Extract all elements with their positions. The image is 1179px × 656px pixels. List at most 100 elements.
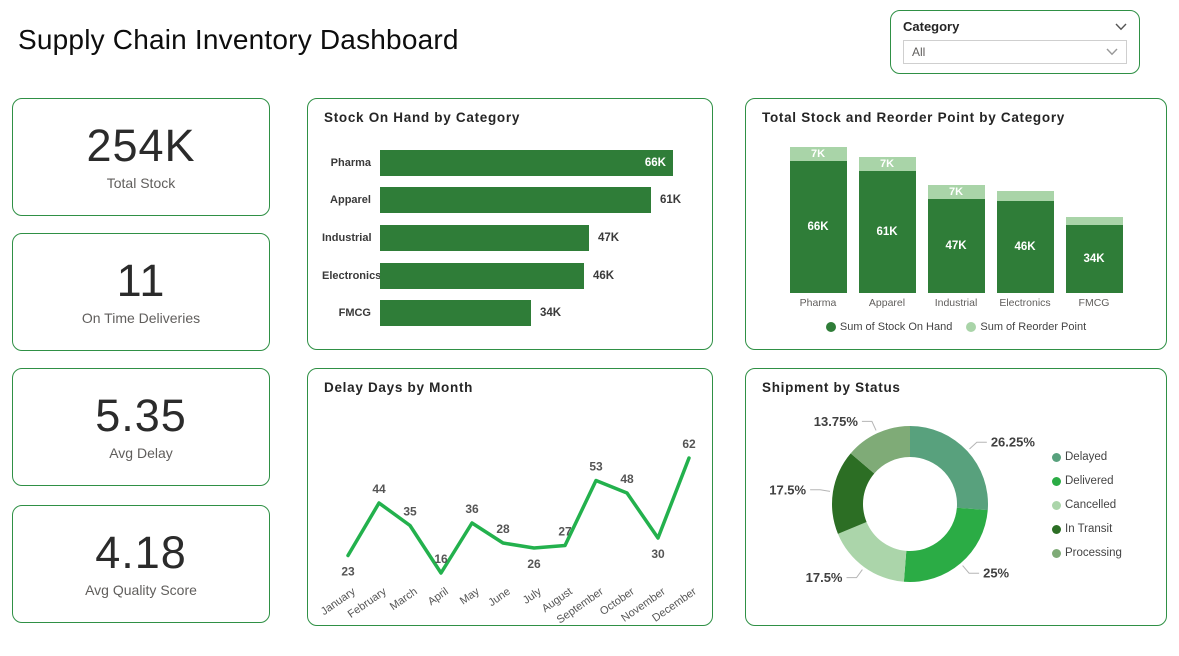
donut-slice-cancelled[interactable]: [837, 521, 907, 582]
column-industrial[interactable]: 7K 47K: [927, 185, 985, 293]
kpi-label: Avg Delay: [109, 445, 173, 461]
legend-dot: [1052, 452, 1061, 462]
legend-item-in-transit[interactable]: In Transit: [1052, 523, 1122, 535]
column-electronics[interactable]: 46K: [996, 191, 1054, 293]
stock-segment: 61K: [858, 171, 916, 293]
bar-track: 46K: [380, 262, 698, 289]
legend-label: In Transit: [1065, 523, 1113, 535]
x-axis-label: FMCG: [1078, 297, 1110, 309]
label-leader-line: [861, 420, 877, 431]
legend-dot: [1052, 524, 1061, 534]
delay-line-series[interactable]: [346, 456, 691, 575]
kpi-total-stock: 254K Total Stock: [12, 98, 270, 216]
reorder-segment: 7K: [789, 147, 847, 161]
bar-track: 34K: [380, 300, 698, 327]
column-fmcg[interactable]: 34K: [1065, 217, 1123, 293]
kpi-label: Total Stock: [106, 175, 176, 191]
legend-dot: [1052, 548, 1061, 558]
category-select[interactable]: All: [903, 40, 1127, 64]
kpi-value: 5.35: [95, 390, 187, 441]
donut-slice-delivered[interactable]: [903, 507, 988, 582]
reorder-segment: [996, 191, 1054, 201]
bar-value-label: 34K: [540, 307, 562, 320]
x-axis-label: Pharma: [799, 297, 837, 309]
kpi-label: Avg Quality Score: [85, 582, 197, 598]
filter-label: Category: [903, 19, 960, 34]
category-label: Electronics: [322, 269, 382, 282]
data-point-label: 28: [496, 522, 510, 536]
hbar-row: Apparel 61K: [322, 182, 698, 220]
bar-track: 61K: [380, 187, 698, 214]
label-leader-line: [846, 569, 863, 579]
stock-reorder-chart-card: Total Stock and Reorder Point by Categor…: [745, 98, 1167, 350]
bar-electronics[interactable]: [380, 262, 584, 289]
delay-days-chart-card: Delay Days by Month 23 44 35 16 36 28 26 27 53 48…: [307, 368, 713, 626]
bar-industrial[interactable]: [380, 224, 589, 251]
legend-label: Processing: [1065, 547, 1122, 559]
chart-title: Delay Days by Month: [324, 380, 474, 395]
slice-percent-label: 17.5%: [769, 482, 806, 497]
category-label: Pharma: [330, 156, 371, 169]
data-point-label: 36: [465, 502, 479, 516]
donut-slice-in-transit[interactable]: [832, 453, 875, 534]
legend-label: Cancelled: [1065, 499, 1117, 511]
stacked-column-plot-area: 7K 66K 7K 61K 7K 47K 46K 34K: [762, 143, 1150, 293]
data-point-label: 27: [558, 525, 572, 539]
legend-label: Delayed: [1065, 451, 1108, 463]
legend-item-sum-of-reorder-point[interactable]: Sum of Reorder Point: [966, 321, 1086, 333]
bar-pharma[interactable]: 66K: [380, 149, 673, 176]
kpi-value: 11: [116, 255, 166, 306]
chevron-down-icon: [1106, 48, 1118, 56]
bar-track: 47K: [380, 224, 698, 251]
bar-apparel[interactable]: [380, 187, 651, 214]
data-point-label: 53: [589, 460, 603, 474]
data-point-label: 62: [682, 437, 696, 451]
label-leader-line: [969, 441, 987, 450]
bar-value-label: 66K: [644, 156, 666, 169]
x-axis-label-march: March: [388, 586, 420, 613]
legend-dot: [1052, 476, 1061, 486]
kpi-avg-quality-score: 4.18 Avg Quality Score: [12, 505, 270, 623]
legend-label: Delivered: [1065, 475, 1114, 487]
category-label: FMCG: [338, 307, 371, 320]
donut-slice-delayed[interactable]: [910, 426, 988, 511]
bar-value-label: 46K: [593, 269, 615, 282]
kpi-on-time-deliveries: 11 On Time Deliveries: [12, 233, 270, 351]
bar-value-label: 47K: [598, 231, 620, 244]
filter-header[interactable]: Category: [903, 19, 1127, 34]
x-axis-label-april: April: [426, 586, 451, 608]
chart-title: Stock On Hand by Category: [324, 110, 521, 125]
legend-item-cancelled[interactable]: Cancelled: [1052, 499, 1122, 511]
slice-percent-label: 26.25%: [991, 435, 1036, 450]
legend-item-sum-of-stock-on-hand[interactable]: Sum of Stock On Hand: [825, 321, 952, 333]
donut-slice-processing[interactable]: [850, 426, 910, 474]
column-apparel[interactable]: 7K 61K: [858, 157, 916, 293]
data-point-label: 23: [341, 565, 355, 579]
legend-label: Sum of Reorder Point: [980, 321, 1087, 333]
bar-fmcg[interactable]: [380, 300, 531, 327]
stacked-x-axis-labels: Pharma Apparel Industrial Electronics FMCG: [762, 297, 1150, 309]
reorder-segment: 7K: [927, 185, 985, 199]
legend-item-processing[interactable]: Processing: [1052, 547, 1122, 559]
stock-segment: 47K: [927, 199, 985, 293]
selected-value: All: [912, 45, 926, 59]
legend-item-delivered[interactable]: Delivered: [1052, 475, 1122, 487]
chart-title: Total Stock and Reorder Point by Categor…: [762, 110, 1065, 125]
chart-title: Shipment by Status: [762, 380, 901, 395]
stock-segment: 34K: [1065, 225, 1123, 293]
kpi-label: On Time Deliveries: [81, 310, 201, 326]
category-filter: Category All: [890, 10, 1140, 74]
legend-item-delayed[interactable]: Delayed: [1052, 451, 1122, 463]
label-leader-line: [962, 565, 980, 574]
shipment-status-chart-card: Shipment by Status 26.25% 25% 17.5% 17.5% 13…: [745, 368, 1167, 626]
slice-percent-label: 25%: [983, 566, 1009, 581]
label-leader-line: [810, 489, 831, 492]
x-axis-label-june: June: [486, 586, 512, 610]
column-pharma[interactable]: 7K 66K: [789, 147, 847, 293]
chevron-down-icon: [1115, 23, 1127, 30]
data-point-label: 44: [372, 482, 386, 496]
hbar-row: Industrial 47K: [322, 219, 698, 257]
reorder-segment: 7K: [858, 157, 916, 171]
hbar-row: Pharma 66K: [322, 144, 698, 182]
x-axis-label: Apparel: [868, 297, 906, 309]
